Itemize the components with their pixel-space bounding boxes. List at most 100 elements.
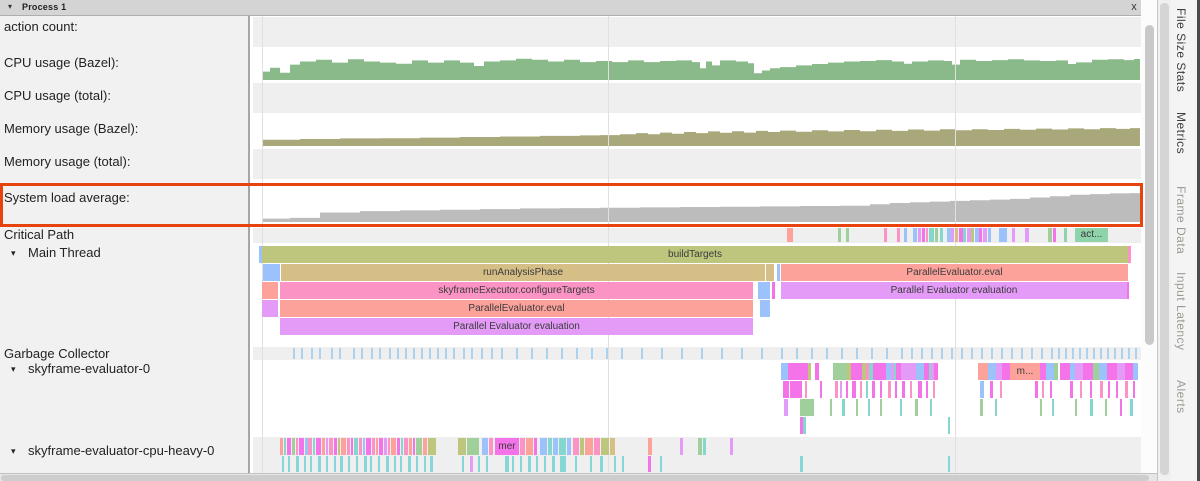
collapse-arrow-icon[interactable]: ▾ <box>11 248 16 258</box>
slice[interactable] <box>428 438 436 455</box>
gc-event-tick[interactable] <box>701 348 703 359</box>
slice[interactable] <box>1133 363 1138 380</box>
slice[interactable] <box>536 456 538 472</box>
slice[interactable] <box>922 228 925 242</box>
slice[interactable] <box>978 363 988 380</box>
slice[interactable] <box>996 363 1002 380</box>
gc-event-tick[interactable] <box>886 348 888 359</box>
gc-event-tick[interactable] <box>901 348 903 359</box>
slice-labeled[interactable]: Parallel Evaluator evaluation <box>280 318 753 335</box>
tab-input-latency[interactable]: Input Latency <box>1174 272 1188 351</box>
slice[interactable] <box>1012 228 1015 242</box>
slice[interactable] <box>888 381 891 398</box>
gc-event-tick[interactable] <box>796 348 798 359</box>
slice[interactable] <box>897 228 900 242</box>
gc-event-tick[interactable] <box>591 348 593 359</box>
slice[interactable] <box>363 438 365 455</box>
slice[interactable] <box>856 399 858 416</box>
slice[interactable] <box>1054 363 1058 380</box>
gc-event-tick[interactable] <box>941 348 943 359</box>
slice[interactable] <box>284 438 286 455</box>
slice[interactable] <box>760 300 770 317</box>
slice[interactable] <box>341 438 346 455</box>
gc-event-tick[interactable] <box>931 348 933 359</box>
slice[interactable] <box>334 456 336 472</box>
gc-event-tick[interactable] <box>961 348 963 359</box>
slice[interactable] <box>983 228 987 242</box>
slice[interactable] <box>1125 381 1128 398</box>
slice[interactable] <box>680 438 683 455</box>
slice[interactable] <box>800 417 803 434</box>
slice[interactable] <box>622 456 624 472</box>
collapse-arrow-icon[interactable]: ▾ <box>8 2 13 11</box>
slice[interactable] <box>999 228 1007 242</box>
slice[interactable] <box>648 438 652 455</box>
slice[interactable] <box>601 438 609 455</box>
slice[interactable] <box>404 438 408 455</box>
slice[interactable] <box>873 363 886 380</box>
slice[interactable] <box>1070 381 1073 398</box>
slice[interactable] <box>600 456 603 472</box>
slice[interactable] <box>329 438 333 455</box>
gc-event-tick[interactable] <box>1128 348 1130 359</box>
slice[interactable] <box>648 456 651 472</box>
slice[interactable] <box>703 438 706 455</box>
slice[interactable] <box>386 456 389 472</box>
slice[interactable] <box>934 363 938 380</box>
slice-labeled[interactable]: ParallelEvaluator.eval <box>280 300 753 317</box>
gc-event-tick[interactable] <box>606 348 608 359</box>
gc-event-tick[interactable] <box>339 348 341 359</box>
slice[interactable] <box>1100 381 1103 398</box>
slice[interactable] <box>340 456 343 472</box>
slice[interactable] <box>305 438 308 455</box>
gc-event-tick[interactable] <box>437 348 439 359</box>
slice[interactable] <box>282 456 284 472</box>
gc-event-tick[interactable] <box>1001 348 1003 359</box>
slice[interactable] <box>296 456 299 472</box>
gc-event-tick[interactable] <box>371 348 373 359</box>
collapse-arrow-icon[interactable]: ▾ <box>11 446 16 456</box>
gc-event-tick[interactable] <box>463 348 465 359</box>
slice[interactable] <box>486 456 488 472</box>
slice[interactable] <box>376 438 378 455</box>
gc-event-tick[interactable] <box>1072 348 1074 359</box>
gc-event-tick[interactable] <box>293 348 295 359</box>
page-scrollbar-track[interactable] <box>1157 0 1171 481</box>
gc-event-tick[interactable] <box>481 348 483 359</box>
slice[interactable] <box>1046 363 1054 380</box>
slice[interactable] <box>280 438 283 455</box>
slice[interactable] <box>316 438 321 455</box>
slice[interactable] <box>326 456 328 472</box>
slice[interactable] <box>1093 363 1099 380</box>
gc-event-tick[interactable] <box>1041 348 1043 359</box>
slice[interactable] <box>1052 399 1054 416</box>
slice[interactable] <box>916 363 924 380</box>
gc-event-tick[interactable] <box>1107 348 1109 359</box>
tab-file-size-stats[interactable]: File Size Stats <box>1174 8 1188 93</box>
slice[interactable] <box>926 381 928 398</box>
slice[interactable] <box>784 399 788 416</box>
gc-event-tick[interactable] <box>561 348 563 359</box>
slice-labeled[interactable]: mer <box>495 438 519 455</box>
gc-event-tick[interactable] <box>1031 348 1033 359</box>
slice[interactable] <box>787 228 793 242</box>
slice[interactable] <box>880 381 882 398</box>
slice[interactable] <box>482 438 488 455</box>
slice[interactable] <box>902 381 905 398</box>
slice[interactable] <box>935 228 938 242</box>
slice[interactable] <box>356 456 358 472</box>
slice[interactable] <box>835 381 838 398</box>
slice[interactable] <box>505 456 509 472</box>
slice[interactable] <box>833 363 847 380</box>
slice[interactable] <box>299 438 304 455</box>
slice[interactable] <box>866 381 868 398</box>
slice[interactable] <box>929 363 931 380</box>
slice[interactable] <box>1040 399 1042 416</box>
slice[interactable] <box>894 363 896 380</box>
gc-event-tick[interactable] <box>501 348 503 359</box>
gc-event-tick[interactable] <box>546 348 548 359</box>
slice[interactable] <box>552 456 555 472</box>
slice[interactable] <box>820 381 822 398</box>
gc-event-tick[interactable] <box>413 348 415 359</box>
slice[interactable] <box>860 381 862 398</box>
